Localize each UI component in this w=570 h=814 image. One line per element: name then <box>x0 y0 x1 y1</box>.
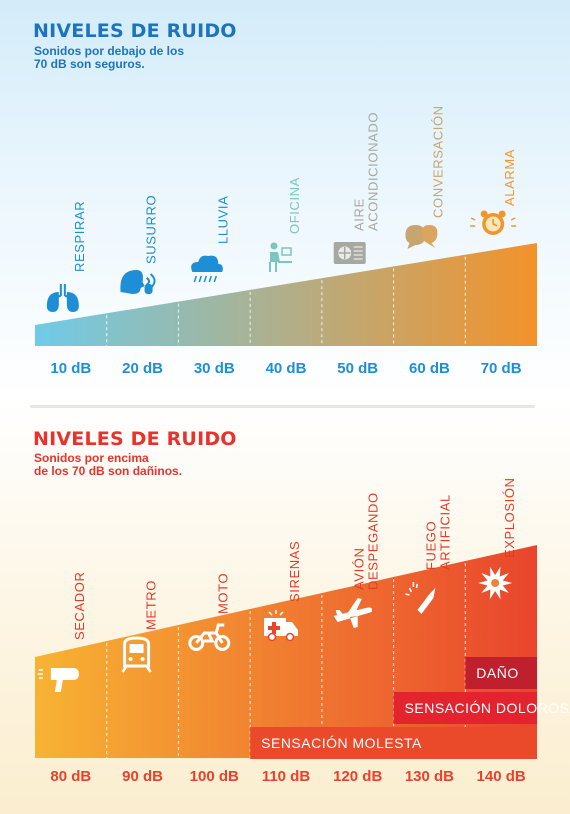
hair-dryer-icon <box>37 668 79 692</box>
severity-band <box>250 727 537 759</box>
ambulance-icon <box>264 610 298 642</box>
level-db: 120 dB <box>333 768 382 785</box>
motorcycle-icon <box>188 623 231 651</box>
harmful-levels-ramp <box>35 545 537 758</box>
level-db: 140 dB <box>477 768 526 785</box>
level-label: CONVERSACIÓN <box>430 105 445 218</box>
level-db: 130 dB <box>405 768 454 785</box>
airplane-icon <box>333 598 373 628</box>
level-label: AIREACONDICIONADO <box>352 112 381 231</box>
level-label: METRO <box>144 580 159 630</box>
level-db: 50 dB <box>337 360 378 377</box>
level-label: SECADOR <box>72 572 87 641</box>
level-label: LLUVIA <box>215 196 230 244</box>
office-worker-icon <box>269 242 292 272</box>
level-label: SUSURRO <box>144 195 159 264</box>
firework-icon <box>405 582 436 614</box>
safe-levels-ramp <box>35 243 537 346</box>
severity-band-label: DAÑO <box>476 665 518 681</box>
level-db: 60 dB <box>409 360 450 377</box>
level-db: 70 dB <box>481 360 522 377</box>
alarm-clock-icon <box>470 210 517 235</box>
metro-train-icon <box>121 636 152 673</box>
air-conditioner-icon <box>333 242 366 264</box>
level-label: AVIÓNDESPEGANDO <box>352 492 381 590</box>
level-db: 110 dB <box>262 768 311 785</box>
severity-band <box>393 692 537 724</box>
level-label: ALARMA <box>502 149 517 206</box>
level-db: 30 dB <box>194 360 235 377</box>
section-divider <box>30 405 535 408</box>
level-label: FUEGOARTIFICIAL <box>423 494 452 570</box>
harmful-levels-subtitle: Sonidos por encima de los 70 dB son dañi… <box>34 451 183 478</box>
lungs-icon <box>46 284 79 312</box>
explosion-icon <box>478 566 513 600</box>
safe-levels-subtitle: Sonidos por debajo de los 70 dB son segu… <box>34 44 185 71</box>
whisper-icon <box>120 270 156 294</box>
level-db: 80 dB <box>50 768 91 785</box>
speech-bubbles-icon <box>405 225 438 249</box>
level-label: RESPIRAR <box>72 201 87 272</box>
level-label: MOTO <box>215 573 230 614</box>
severity-band-label: SENSACIÓN DOLOROSA <box>405 700 570 716</box>
level-db: 100 dB <box>190 768 239 785</box>
level-label: SIRENAS <box>287 541 302 602</box>
level-db: 40 dB <box>266 360 307 377</box>
level-db: 10 dB <box>50 360 91 377</box>
rain-cloud-icon <box>191 255 223 283</box>
safe-levels-title: NIVELES DE RUIDO <box>33 20 237 42</box>
severity-band <box>465 657 537 689</box>
level-db: 20 dB <box>122 360 163 377</box>
level-db: 90 dB <box>122 768 163 785</box>
harmful-levels-title: NIVELES DE RUIDO <box>33 428 237 450</box>
severity-band-label: SENSACIÓN MOLESTA <box>261 735 422 751</box>
level-label: OFICINA <box>287 177 302 234</box>
level-label: EXPLOSIÓN <box>502 477 517 558</box>
